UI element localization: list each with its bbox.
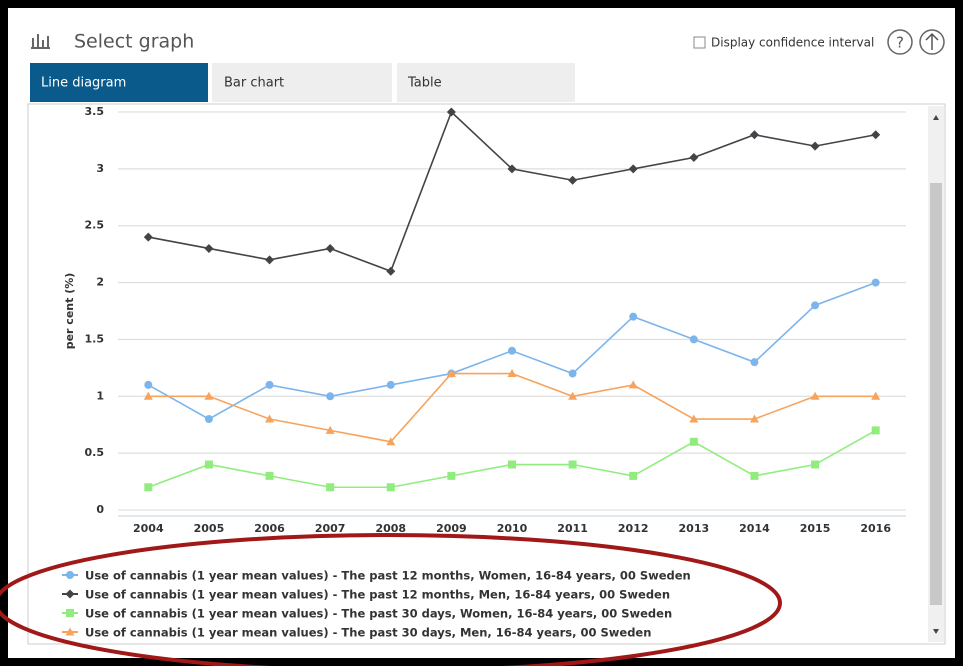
point	[386, 266, 396, 276]
x-tick-label: 2007	[315, 522, 346, 535]
point	[325, 243, 335, 253]
y-tick-label: 0.5	[85, 446, 105, 459]
x-tick-label: 2009	[436, 522, 467, 535]
point	[204, 243, 214, 253]
y-tick-label: 3	[96, 162, 104, 175]
point	[143, 391, 153, 400]
point	[810, 391, 820, 400]
y-tick-label: 2.5	[85, 219, 105, 232]
legend-label: Use of cannabis (1 year mean values) - T…	[85, 607, 672, 621]
point	[628, 380, 638, 389]
tab[interactable]	[212, 63, 392, 102]
point	[143, 232, 153, 242]
x-tick-label: 2004	[133, 522, 164, 535]
plot: 0 0.5 1 1.5 2 2.5 3 3.5 per cent (%) 2004 2005 2006…	[62, 105, 906, 640]
help-button[interactable]	[887, 29, 913, 55]
point	[65, 627, 75, 636]
point	[386, 380, 395, 389]
point	[508, 460, 516, 469]
up-icon	[925, 32, 939, 50]
point	[689, 335, 698, 344]
legend-label: Use of cannabis (1 year mean values) - T…	[85, 569, 691, 583]
point	[66, 571, 74, 579]
point	[629, 471, 638, 480]
help-icon: ?	[896, 34, 904, 52]
point	[750, 471, 759, 480]
point	[265, 380, 274, 389]
y-tick-label: 3.5	[85, 105, 105, 118]
point	[204, 460, 213, 469]
y-tick-label: 2	[96, 276, 104, 289]
annotation-ellipse	[0, 533, 782, 666]
point	[749, 130, 759, 140]
point	[628, 164, 638, 174]
tab[interactable]	[397, 63, 575, 102]
point	[265, 255, 275, 265]
point	[811, 301, 820, 310]
point	[811, 460, 820, 469]
legend-label: Use of cannabis (1 year mean values) - T…	[85, 626, 651, 640]
point	[325, 425, 335, 434]
point	[447, 471, 456, 480]
x-tick-label: 2005	[194, 522, 225, 535]
point	[144, 380, 153, 389]
x-tick-label: 2008	[375, 522, 406, 535]
x-tick-label: 2012	[618, 522, 649, 535]
point	[446, 107, 456, 117]
point	[568, 391, 578, 400]
x-tick-label: 2014	[739, 522, 770, 535]
tab-active[interactable]	[30, 63, 208, 102]
point	[204, 391, 214, 400]
point	[507, 369, 517, 378]
x-tick-label: 2013	[679, 522, 710, 535]
x-tick-label: 2015	[800, 522, 831, 535]
point	[749, 414, 759, 423]
y-tick-label: 1	[96, 389, 104, 402]
point	[568, 175, 578, 185]
header-title: Select graph	[74, 31, 194, 53]
x-tick-label: 2016	[860, 522, 891, 535]
point	[568, 460, 577, 469]
point	[689, 152, 699, 162]
y-tick-label: 1.5	[85, 332, 105, 345]
point	[66, 609, 74, 617]
point	[871, 391, 881, 400]
point	[689, 414, 699, 423]
tab-label[interactable]: Line diagram	[41, 76, 126, 91]
point	[386, 483, 395, 492]
legend-label: Use of cannabis (1 year mean values) - T…	[85, 588, 670, 602]
point	[446, 369, 456, 378]
point	[265, 414, 275, 423]
point	[326, 483, 335, 492]
point	[65, 589, 75, 599]
y-axis-label: per cent (%)	[63, 273, 76, 350]
graph-icon	[31, 34, 50, 49]
point	[750, 358, 759, 367]
x-tick-label: 2006	[254, 522, 285, 535]
x-tick-label: 2011	[557, 522, 588, 535]
point	[871, 426, 880, 435]
point	[689, 437, 698, 446]
point	[507, 164, 517, 174]
point	[568, 369, 577, 378]
point	[810, 141, 820, 151]
point	[144, 483, 153, 492]
checkbox-label[interactable]: Display confidence interval	[711, 36, 874, 50]
scrollbar-thumb[interactable]	[930, 183, 942, 605]
y-tick-label: 0	[96, 503, 104, 516]
x-tick-label: 2010	[497, 522, 528, 535]
point	[871, 130, 881, 140]
point	[204, 415, 213, 424]
point	[386, 437, 396, 446]
tab-label[interactable]: Bar chart	[224, 76, 284, 91]
point	[629, 312, 638, 321]
checkbox[interactable]	[693, 36, 706, 49]
point	[508, 346, 516, 355]
point	[871, 278, 880, 287]
tab-label[interactable]: Table	[407, 76, 442, 91]
point	[326, 392, 335, 401]
point	[265, 471, 274, 480]
